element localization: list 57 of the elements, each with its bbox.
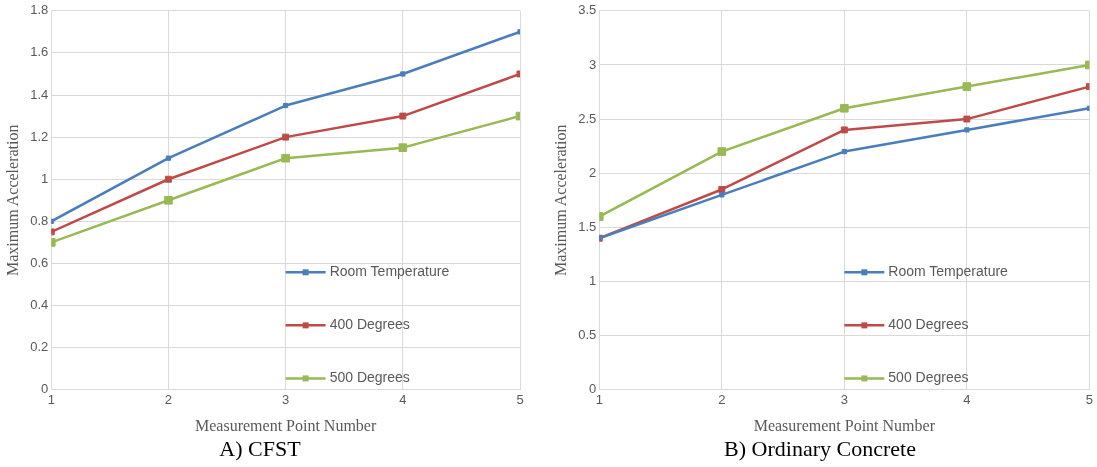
legend-label: Room Temperature xyxy=(329,263,450,280)
legend-label: Room Temperature xyxy=(888,263,1009,280)
point xyxy=(840,126,848,134)
y-axis-title: Maximum Acceleration xyxy=(3,124,21,277)
x-tick-label: 5 xyxy=(516,392,524,408)
point xyxy=(165,155,172,161)
x-tick-label: 3 xyxy=(282,392,290,408)
y-tick-label: 1.2 xyxy=(30,128,49,144)
y-tick-label: 0.5 xyxy=(578,327,597,343)
point xyxy=(164,195,173,205)
x-tick-label: 5 xyxy=(1085,392,1093,408)
point xyxy=(717,147,727,156)
y-tick-label: 1.6 xyxy=(30,44,49,60)
x-axis-title: Measurement Point Number xyxy=(194,417,377,435)
legend-label: 500 Degrees xyxy=(888,369,969,386)
y-tick-label: 1 xyxy=(589,273,597,289)
x-tick-label: 4 xyxy=(963,392,971,408)
point xyxy=(400,71,406,77)
point xyxy=(840,103,849,113)
point xyxy=(964,127,970,133)
y-tick-label: 1.5 xyxy=(578,218,597,234)
x-tick-label: 2 xyxy=(164,392,173,408)
point xyxy=(1086,105,1090,111)
y-tick-label: 3.5 xyxy=(578,2,597,18)
y-tick-label: 0.6 xyxy=(30,255,49,271)
point xyxy=(398,143,408,152)
legend-label: 500 Degrees xyxy=(329,369,410,386)
y-tick-label: 1 xyxy=(41,170,49,186)
point xyxy=(963,115,971,123)
legend-label: 400 Degrees xyxy=(888,316,969,333)
point xyxy=(283,102,289,109)
y-tick-label: 0.4 xyxy=(30,297,49,313)
point xyxy=(719,192,725,198)
point xyxy=(282,133,290,141)
y-axis-title: Maximum Acceleration xyxy=(551,124,569,277)
x-tick-label: 4 xyxy=(399,392,407,408)
y-tick-label: 3 xyxy=(589,56,597,72)
legend-label: 400 Degrees xyxy=(329,316,410,333)
x-tick-label: 2 xyxy=(718,392,726,408)
text: B) Ordinary Concrete xyxy=(724,435,916,461)
y-tick-label: 1.8 xyxy=(30,2,49,18)
point xyxy=(962,82,972,91)
x-axis-title: Measurement Point Number xyxy=(753,417,936,435)
point xyxy=(164,175,172,183)
point xyxy=(841,148,847,155)
y-tick-label: 1.4 xyxy=(30,86,49,102)
text: A) CFST xyxy=(219,435,302,461)
y-tick-label: 2.5 xyxy=(578,110,597,126)
x-tick-label: 3 xyxy=(840,392,848,408)
point xyxy=(399,112,407,120)
point xyxy=(281,153,290,163)
y-tick-label: 0 xyxy=(589,381,597,397)
y-tick-label: 2 xyxy=(589,164,597,180)
y-tick-label: 0.2 xyxy=(30,339,49,355)
y-tick-label: 0 xyxy=(41,381,49,397)
y-tick-label: 0.8 xyxy=(30,212,49,228)
point xyxy=(718,186,726,193)
